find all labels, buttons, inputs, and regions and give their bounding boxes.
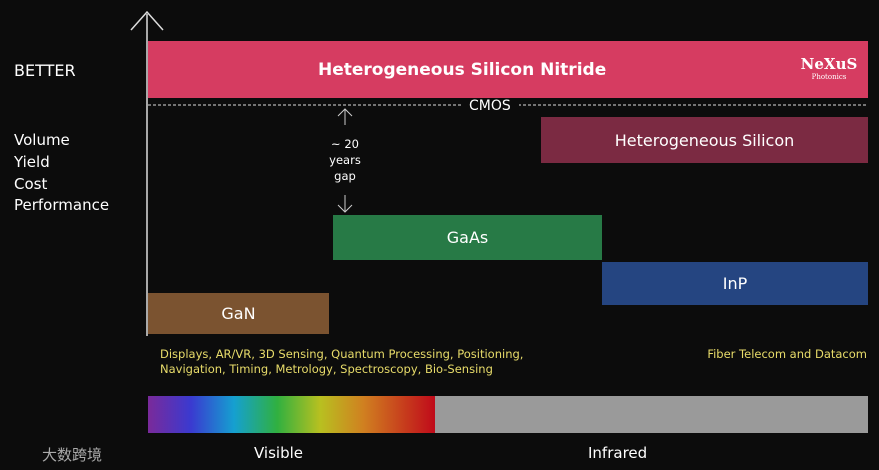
gap-text: gap: [334, 169, 356, 183]
criterion: Performance: [14, 196, 110, 214]
application-text: Displays, AR/VR, 3D Sensing, Quantum Pro…: [160, 347, 524, 361]
application-text: Navigation, Timing, Metrology, Spectrosc…: [160, 362, 493, 376]
cmos-label: CMOS: [461, 98, 519, 114]
bar-label: Heterogeneous Silicon Nitride: [318, 59, 607, 80]
gap-note: ~ 20 years gap: [320, 136, 370, 184]
spectrum-label: Visible: [254, 444, 303, 462]
logo: NeXuS Photonics: [798, 55, 860, 81]
gap-text: years: [329, 153, 361, 167]
application-text: Fiber Telecom and Datacom: [707, 347, 867, 361]
watermark: 大数跨境: [42, 446, 103, 464]
bar-label: GaAs: [446, 228, 489, 247]
tech-bar: InP: [602, 262, 868, 305]
tech-bar: Heterogeneous Silicon: [541, 117, 868, 163]
tech-bar: GaAs: [333, 215, 602, 260]
criterion: Cost: [14, 175, 48, 193]
tech-bar: Heterogeneous Silicon Nitride: [148, 41, 868, 98]
bar-label: Heterogeneous Silicon: [614, 130, 795, 150]
criterion: Volume: [14, 131, 70, 149]
logo-subtitle: Photonics: [811, 73, 847, 81]
axis-label: BETTER: [14, 61, 76, 80]
tech-bar: GaN: [148, 293, 329, 334]
bar-label: InP: [722, 274, 748, 293]
spectrum-label: Infrared: [588, 444, 648, 462]
bar-label: GaN: [221, 304, 256, 323]
logo-name: NeXuS: [800, 55, 858, 73]
gap-text: ~ 20: [331, 137, 359, 151]
criterion: Yield: [14, 153, 50, 171]
